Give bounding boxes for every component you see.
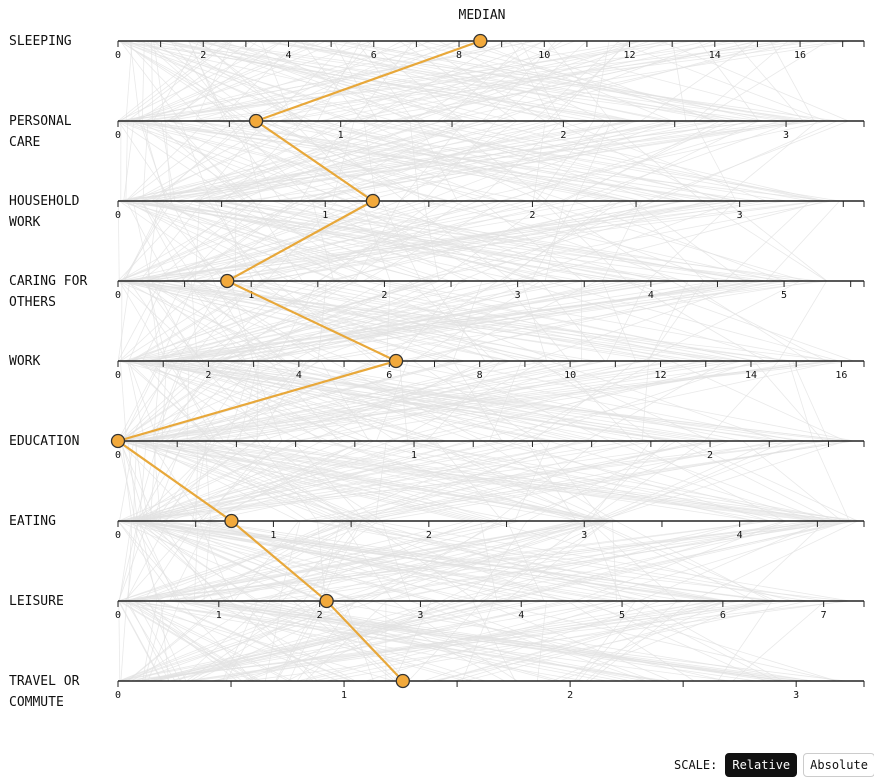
tick-label: 0: [115, 210, 121, 221]
tick-label: 2: [205, 370, 211, 381]
tick-label: 1: [338, 130, 344, 141]
tick-label: 0: [115, 690, 121, 701]
median-point: [473, 33, 488, 49]
tick-label: 5: [781, 290, 787, 301]
tick-label: 2: [200, 50, 206, 61]
median-point: [220, 273, 235, 289]
tick-label: 0: [115, 450, 121, 461]
tick-label: 4: [285, 50, 291, 61]
axis-label: COMMUTE: [9, 695, 64, 710]
tick-label: 2: [529, 210, 535, 221]
tick-label: 3: [783, 130, 789, 141]
tick-label: 14: [709, 50, 721, 61]
tick-label: 2: [567, 690, 573, 701]
axis-label: SLEEPING: [9, 34, 72, 49]
median-point: [319, 593, 334, 609]
tick-label: 1: [248, 290, 254, 301]
axis-label: PERSONAL: [9, 114, 72, 129]
axis-label: EATING: [9, 514, 56, 529]
tick-label: 2: [560, 130, 566, 141]
tick-label: 3: [737, 210, 743, 221]
tick-label: 8: [456, 50, 462, 61]
tick-label: 6: [720, 610, 726, 621]
scale-absolute-button[interactable]: Absolute: [803, 753, 874, 777]
tick-label: 0: [115, 290, 121, 301]
tick-label: 4: [737, 530, 743, 541]
tick-label: 3: [515, 290, 521, 301]
tick-label: 0: [115, 130, 121, 141]
tick-label: 1: [341, 690, 347, 701]
tick-label: 16: [835, 370, 847, 381]
axis-label: WORK: [9, 215, 40, 230]
tick-label: 1: [216, 610, 222, 621]
tick-label: 5: [619, 610, 625, 621]
median-point: [388, 353, 404, 369]
axis-label: OTHERS: [9, 295, 56, 310]
scale-label: SCALE:: [674, 758, 718, 772]
tick-label: 3: [793, 690, 799, 701]
tick-label: 1: [270, 530, 276, 541]
axis-label: CARING FOR: [9, 274, 87, 289]
axis-label: EDUCATION: [9, 434, 79, 449]
median-point: [224, 513, 239, 529]
scale-toggle: SCALE: Relative Absolute: [674, 752, 874, 778]
tick-label: 3: [581, 530, 587, 541]
tick-label: 1: [411, 450, 417, 461]
axis-label: TRAVEL OR: [9, 674, 80, 689]
tick-label: 0: [115, 610, 121, 621]
median-point: [395, 673, 410, 689]
axis-label: LEISURE: [9, 594, 64, 609]
tick-label: 0: [115, 370, 121, 381]
median-point: [110, 433, 126, 449]
tick-label: 2: [426, 530, 432, 541]
tick-label: 10: [564, 370, 576, 381]
median-title: MEDIAN: [459, 8, 506, 23]
tick-label: 4: [518, 610, 524, 621]
tick-label: 12: [624, 50, 636, 61]
tick-label: 10: [538, 50, 550, 61]
tick-label: 2: [317, 610, 323, 621]
tick-label: 1: [322, 210, 328, 221]
tick-label: 0: [115, 530, 121, 541]
tick-label: 12: [655, 370, 667, 381]
tick-label: 7: [821, 610, 827, 621]
median-point: [248, 113, 264, 129]
scale-relative-button[interactable]: Relative: [725, 753, 798, 777]
axis-label: HOUSEHOLD: [9, 194, 80, 209]
tick-label: 4: [648, 290, 654, 301]
axis-label: WORK: [9, 354, 40, 369]
tick-label: 3: [417, 610, 423, 621]
tick-label: 8: [477, 370, 483, 381]
tick-label: 16: [794, 50, 806, 61]
tick-label: 6: [386, 370, 392, 381]
median-point: [365, 193, 381, 209]
tick-label: 0: [115, 50, 121, 61]
tick-label: 14: [745, 370, 757, 381]
tick-label: 4: [296, 370, 302, 381]
tick-label: 2: [707, 450, 713, 461]
median-series: [110, 33, 488, 689]
tick-label: 6: [371, 50, 377, 61]
axis-label: CARE: [9, 135, 40, 150]
tick-label: 2: [381, 290, 387, 301]
